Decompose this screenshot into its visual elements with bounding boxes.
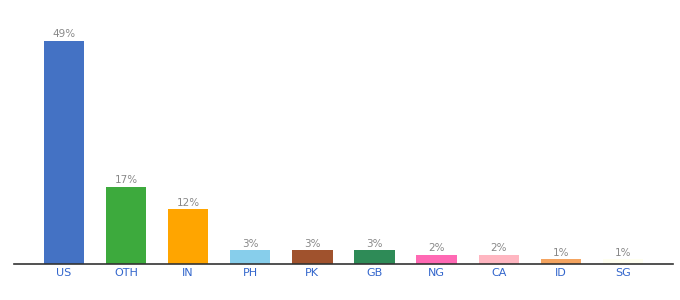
Text: 12%: 12% <box>177 197 200 208</box>
Text: 3%: 3% <box>304 238 320 248</box>
Bar <box>105 187 146 264</box>
Bar <box>44 41 84 264</box>
Text: 3%: 3% <box>367 238 383 248</box>
Bar <box>541 260 581 264</box>
Bar <box>230 250 271 264</box>
Bar <box>292 250 333 264</box>
Bar <box>479 255 519 264</box>
Text: 2%: 2% <box>428 243 445 253</box>
Bar <box>416 255 457 264</box>
Text: 17%: 17% <box>114 175 137 185</box>
Text: 2%: 2% <box>490 243 507 253</box>
Bar <box>603 260 643 264</box>
Bar <box>354 250 394 264</box>
Text: 1%: 1% <box>615 248 631 258</box>
Text: 3%: 3% <box>242 238 258 248</box>
Text: 49%: 49% <box>52 29 75 39</box>
Bar <box>168 209 208 264</box>
Text: 1%: 1% <box>553 248 569 258</box>
